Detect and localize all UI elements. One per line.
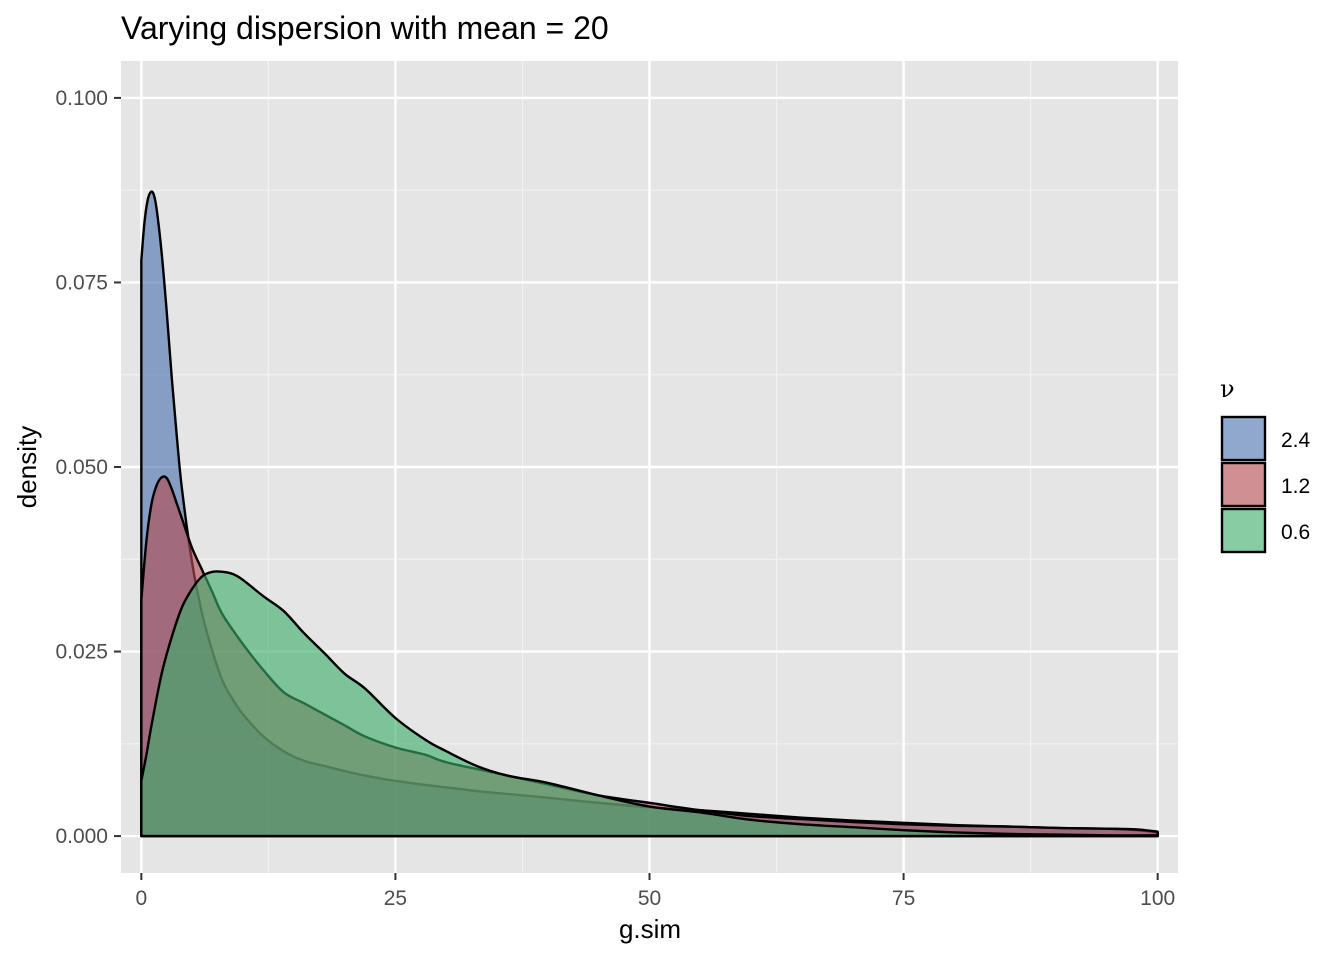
chart-title: Varying dispersion with mean = 20 [121, 10, 609, 46]
legend-title: ν [1220, 375, 1235, 403]
legend-key-2-4 [1220, 415, 1267, 462]
y-tick-label: 0.000 [55, 825, 108, 848]
x-tick-label: 100 [1140, 887, 1175, 910]
legend-label: 2.4 [1281, 429, 1311, 452]
x-tick-label: 25 [384, 887, 407, 910]
density-areas [140, 190, 1159, 838]
y-axis: 0.000 0.025 0.050 0.075 0.100 [55, 87, 121, 848]
x-axis-title: g.sim [619, 914, 681, 944]
density-area-0-6 [140, 570, 1159, 838]
legend-key-1-2 [1220, 461, 1267, 508]
y-tick-label: 0.100 [55, 87, 108, 110]
legend-key-0-6 [1220, 507, 1267, 554]
y-axis-title: density [12, 426, 42, 508]
legend-label: 1.2 [1281, 475, 1310, 498]
x-tick-label: 75 [892, 887, 915, 910]
x-tick-label: 50 [638, 887, 661, 910]
legend: ν 2.4 1.2 0.6 [1220, 375, 1311, 554]
x-tick-label: 0 [135, 887, 147, 910]
legend-label: 0.6 [1281, 521, 1310, 544]
x-axis: 0 25 50 75 100 [135, 873, 1175, 910]
y-tick-label: 0.050 [55, 456, 108, 479]
y-tick-label: 0.025 [55, 641, 108, 664]
y-tick-label: 0.075 [55, 271, 108, 294]
